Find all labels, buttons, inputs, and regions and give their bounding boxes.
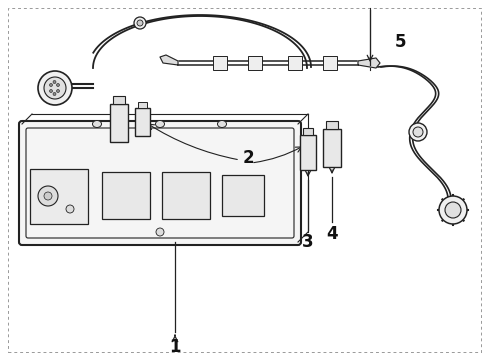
Bar — [222, 175, 264, 216]
Bar — [248, 56, 262, 70]
Circle shape — [38, 71, 72, 105]
Ellipse shape — [93, 121, 101, 127]
Circle shape — [156, 228, 164, 236]
FancyBboxPatch shape — [300, 135, 316, 170]
Ellipse shape — [218, 121, 226, 127]
Bar — [113, 96, 125, 104]
Text: 5: 5 — [394, 33, 406, 51]
Text: 3: 3 — [302, 233, 314, 251]
Circle shape — [56, 84, 59, 86]
Circle shape — [134, 17, 146, 29]
Circle shape — [409, 123, 427, 141]
Text: 4: 4 — [326, 225, 338, 243]
FancyBboxPatch shape — [110, 104, 128, 142]
Circle shape — [49, 84, 52, 86]
Circle shape — [44, 192, 52, 200]
Text: 2: 2 — [242, 149, 254, 167]
Polygon shape — [358, 58, 380, 68]
FancyBboxPatch shape — [323, 129, 341, 167]
Bar — [30, 169, 88, 224]
Circle shape — [439, 196, 467, 224]
Circle shape — [53, 93, 56, 95]
FancyBboxPatch shape — [19, 121, 301, 245]
Bar — [323, 56, 337, 70]
Bar — [303, 128, 313, 135]
Circle shape — [44, 77, 66, 99]
Circle shape — [53, 81, 56, 84]
Circle shape — [49, 90, 52, 93]
Bar — [326, 121, 338, 129]
Circle shape — [38, 186, 58, 206]
Bar — [162, 172, 210, 219]
Circle shape — [445, 202, 461, 218]
Circle shape — [66, 205, 74, 213]
Bar — [138, 102, 147, 108]
Circle shape — [413, 127, 423, 137]
Bar — [288, 56, 302, 70]
Bar — [102, 172, 150, 219]
Bar — [135, 108, 150, 136]
Ellipse shape — [155, 121, 165, 127]
Bar — [213, 56, 227, 70]
Circle shape — [56, 90, 59, 93]
Polygon shape — [160, 55, 178, 65]
Circle shape — [137, 20, 143, 26]
Text: 1: 1 — [169, 338, 181, 356]
